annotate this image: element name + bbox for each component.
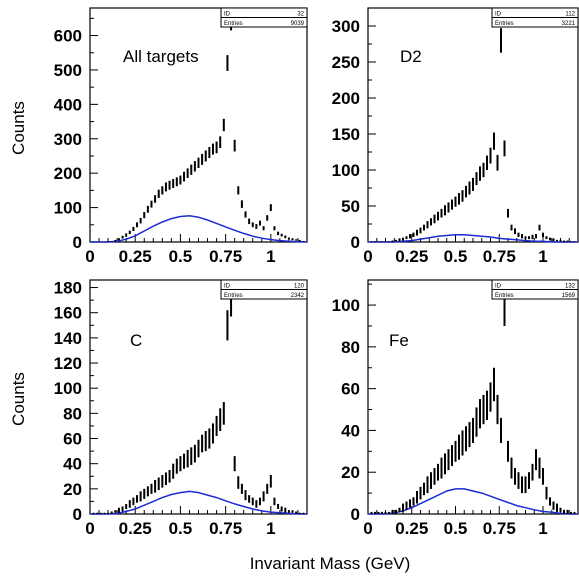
stats-entries-label: Entries [224,21,243,27]
x-tick-label: 0.25 [119,247,152,266]
x-tick-label: 0.75 [209,519,242,538]
y-tick-label: 300 [54,130,82,149]
x-tick-label: 0 [85,247,94,266]
x-tick-label: 0.75 [483,247,516,266]
y-tick-label: 50 [341,197,360,216]
x-tick-label: 0.75 [483,519,516,538]
x-tick-label: 0.25 [395,519,428,538]
stats-id-label: ID [495,284,502,290]
x-tick-label: 0.25 [395,247,428,266]
y-tick-label: 60 [341,380,360,399]
stats-id-label: ID [224,12,231,18]
plot-frame [367,279,579,515]
y-tick-label: 200 [332,89,360,108]
stats-id-value: 120 [294,284,305,290]
plot-frame [367,7,579,243]
y-tick-label: 20 [341,463,360,482]
background-curve [368,234,578,243]
x-tick-label: 1 [538,519,547,538]
y-tick-label: 400 [54,95,82,114]
x-axis-label: Invariant Mass (GeV) [250,554,411,573]
x-tick-label: 1 [266,247,275,266]
x-tick-label: 0 [85,519,94,538]
stats-id-label: ID [495,12,502,18]
stats-entries-value: 2342 [291,293,305,299]
y-tick-label: 100 [54,199,82,218]
y-tick-label: 100 [332,161,360,180]
y-axis-label-bottom: Counts [9,372,28,426]
y-tick-label: 40 [341,421,360,440]
panel-fe: 0 0.25 0.5 0.75 1 0 20 40 60 80 100 ID 132 Entries 156… [332,279,579,538]
y-axis-label-top: Counts [9,101,28,155]
stats-entries-label: Entries [224,293,243,299]
stats-entries-label: Entries [495,21,514,27]
y-tick-label: 80 [63,404,82,423]
y-tick-label: 120 [54,354,82,373]
plot-frame [89,279,308,515]
x-tick-label: 0.5 [169,519,193,538]
y-tick-label: 0 [351,505,360,524]
plot-frame [89,7,308,243]
y-tick-label: 500 [54,61,82,80]
y-tick-label: 140 [54,329,82,348]
y-tick-label: 100 [54,379,82,398]
y-tick-label: 40 [63,455,82,474]
x-tick-label: 0.5 [169,247,193,266]
stats-entries-value: 3221 [562,21,576,27]
stats-id-value: 32 [297,12,304,18]
stats-id-value: 112 [565,12,575,18]
y-tick-label: 250 [332,53,360,72]
panel-label-c: C [130,331,142,350]
stats-id-label: ID [224,284,231,290]
x-tick-label: 0.5 [444,519,468,538]
panel-label-fe: Fe [389,331,409,350]
background-curve [90,215,308,243]
y-tick-label: 60 [63,430,82,449]
panel-label-all-targets: All targets [123,47,199,66]
stats-entries-value: 9039 [291,21,305,27]
stats-entries-label: Entries [495,293,514,299]
y-tick-label: 600 [54,27,82,46]
panel-d2: 0 0.25 0.5 0.75 1 0 50 100 150 200 250 300 ID 112 Entr… [332,7,579,266]
y-tick-label: 0 [73,233,82,252]
y-tick-label: 300 [332,17,360,36]
x-tick-label: 0.75 [209,247,242,266]
background-curve [90,490,307,515]
y-tick-label: 20 [63,480,82,499]
stats-id-value: 132 [565,284,576,290]
y-tick-label: 80 [341,338,360,357]
panel-all-targets: 0 0.25 0.5 0.75 1 0 100 200 300 400 500 600 ID 32 Entr… [54,7,308,266]
y-tick-label: 200 [54,164,82,183]
y-tick-label: 0 [73,505,82,524]
panel-label-d2: D2 [400,47,422,66]
x-tick-label: 0 [363,519,372,538]
y-tick-label: 180 [54,279,82,298]
x-tick-label: 1 [266,519,275,538]
x-tick-label: 0 [363,247,372,266]
y-tick-label: 0 [351,233,360,252]
x-tick-label: 1 [538,247,547,266]
x-tick-label: 0.25 [119,519,152,538]
y-tick-label: 100 [332,296,360,315]
x-tick-label: 0.5 [444,247,468,266]
panel-c: 0 0.25 0.5 0.75 1 0 20 40 60 80 100 120 140 160 180 ID 1… [54,279,308,538]
y-tick-label: 150 [332,125,360,144]
stats-entries-value: 1569 [562,293,576,299]
y-tick-label: 160 [54,304,82,323]
